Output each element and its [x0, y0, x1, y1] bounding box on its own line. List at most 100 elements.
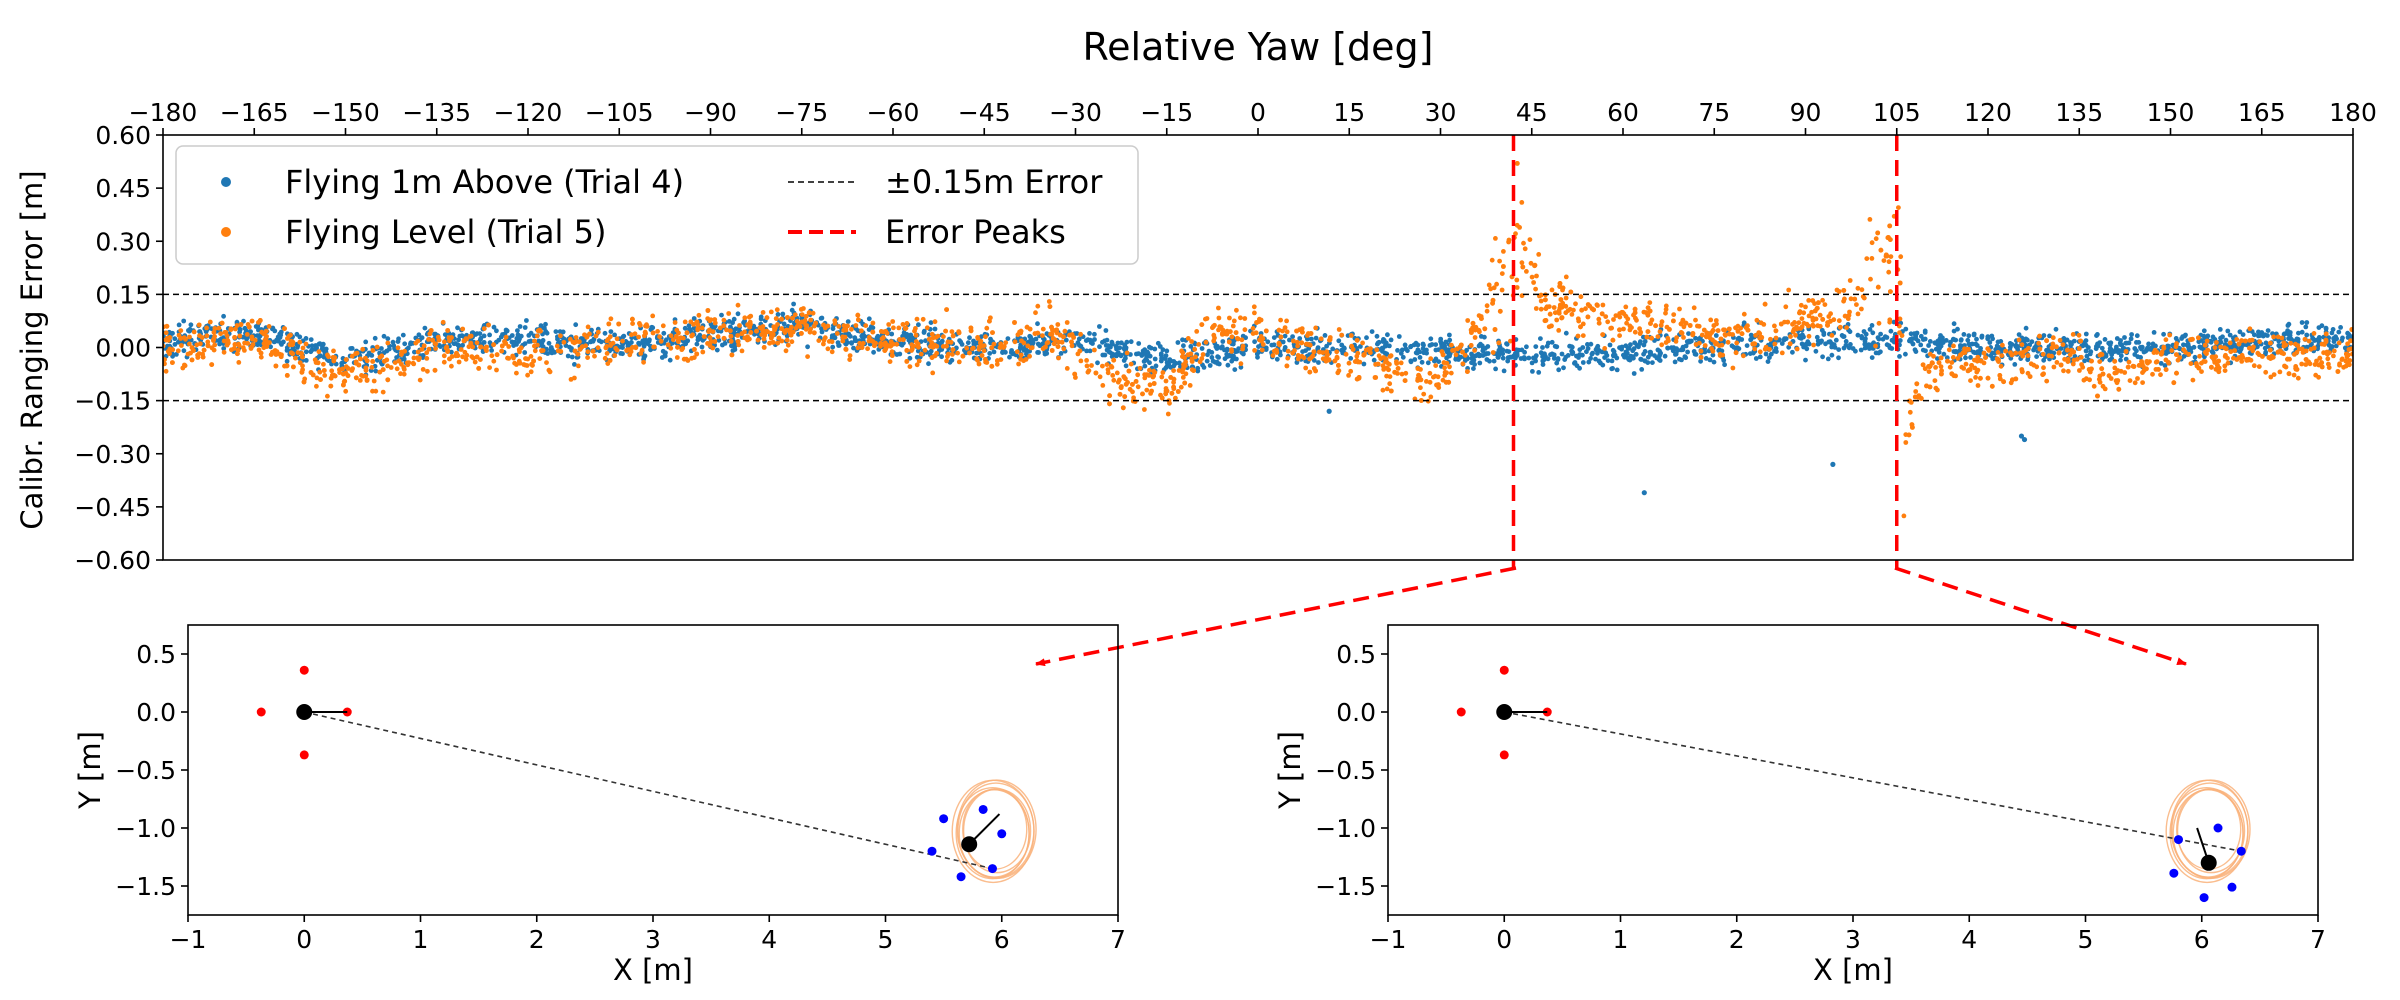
data-point [979, 353, 985, 358]
data-point [1888, 254, 1894, 259]
data-point [715, 334, 721, 340]
data-point [1421, 391, 1427, 397]
data-point [2282, 331, 2287, 337]
data-point [1387, 381, 1393, 387]
data-point [2331, 353, 2336, 359]
data-point [1973, 375, 1978, 380]
data-point [696, 312, 702, 318]
outlier-point [1641, 490, 1647, 496]
data-point [518, 333, 524, 339]
data-point [1376, 353, 1382, 359]
data-point [2283, 342, 2289, 348]
data-point [2287, 330, 2293, 335]
data-point [1825, 356, 1831, 362]
data-point [1092, 337, 1097, 342]
data-point [1313, 368, 1318, 374]
data-point [491, 358, 497, 364]
data-point [2268, 340, 2273, 346]
data-point [1605, 319, 1611, 325]
data-point [2295, 375, 2301, 381]
data-point [1282, 333, 1288, 339]
data-point [1097, 344, 1102, 350]
data-point [1815, 323, 1821, 329]
data-point [1896, 205, 1901, 211]
data-point [1773, 346, 1779, 351]
data-point [870, 329, 876, 335]
data-point [608, 316, 614, 322]
data-point [1265, 339, 1271, 345]
data-point [1215, 354, 1220, 360]
data-point [1886, 259, 1892, 265]
data-point [558, 333, 563, 339]
data-point [847, 357, 853, 362]
data-point [1024, 324, 1030, 330]
data-point [2294, 336, 2300, 342]
data-point [1753, 333, 1758, 338]
data-point [477, 331, 483, 336]
data-point [1471, 366, 1476, 371]
outlier-point [1326, 408, 1332, 414]
data-point [511, 355, 516, 361]
data-point [385, 363, 390, 369]
data-point [887, 359, 893, 364]
data-point [1678, 321, 1684, 327]
data-point [2158, 361, 2164, 366]
data-point [676, 330, 681, 336]
data-point [444, 344, 450, 350]
data-point [659, 355, 665, 360]
data-point [2323, 337, 2329, 343]
data-point [983, 334, 988, 340]
data-point [1844, 325, 1849, 330]
data-point [1447, 337, 1453, 343]
data-point [1577, 347, 1583, 353]
data-point [705, 316, 711, 321]
data-point [1735, 336, 1741, 342]
data-point [606, 321, 612, 327]
data-point [272, 328, 278, 334]
data-point [1897, 354, 1902, 359]
data-point [1702, 349, 1708, 355]
data-point [1348, 368, 1354, 374]
data-point [2114, 344, 2119, 350]
data-point [1611, 317, 1616, 322]
data-point [1043, 344, 1048, 350]
data-point [1171, 384, 1176, 390]
data-point [896, 325, 902, 331]
data-point [2302, 336, 2308, 342]
data-point [930, 344, 936, 350]
data-point [1863, 336, 1868, 342]
data-point [1788, 334, 1793, 339]
data-point [1820, 317, 1826, 322]
data-point [1536, 370, 1542, 375]
data-point [1428, 394, 1434, 400]
data-point [1290, 334, 1295, 339]
data-point [913, 339, 919, 345]
data-point [707, 343, 713, 348]
data-point [1238, 361, 1244, 367]
data-point [1861, 329, 1867, 334]
data-point [1903, 351, 1908, 357]
data-point [379, 346, 384, 351]
data-point [840, 334, 846, 340]
data-point [974, 356, 980, 362]
data-point [1783, 336, 1789, 342]
data-point [1998, 339, 2004, 344]
data-point [1540, 354, 1545, 360]
data-point [369, 353, 375, 358]
data-point [1197, 359, 1203, 365]
data-point [2058, 362, 2064, 368]
data-point [746, 314, 752, 320]
data-point [735, 302, 741, 308]
data-point [318, 353, 323, 359]
data-point [1126, 368, 1132, 374]
data-point [1762, 346, 1768, 352]
data-point [2134, 333, 2140, 339]
data-point [1833, 337, 1839, 343]
data-point [883, 341, 889, 347]
data-point [1476, 353, 1482, 358]
data-point [894, 341, 900, 347]
data-point [1621, 326, 1626, 332]
data-point [1095, 360, 1100, 366]
data-point [1595, 303, 1600, 308]
data-point [1632, 329, 1638, 335]
